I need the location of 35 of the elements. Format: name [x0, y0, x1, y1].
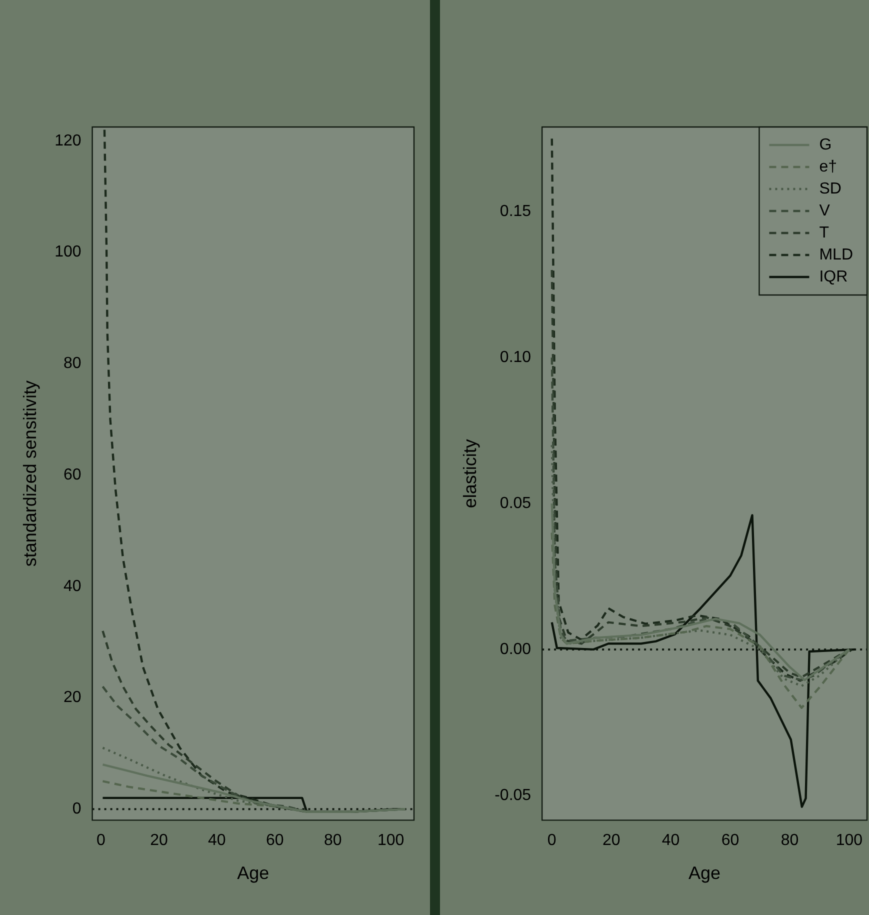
legend-label: T	[819, 224, 830, 242]
x-tick-label: 40	[208, 832, 226, 850]
x-tick-label: 40	[662, 832, 680, 850]
y-axis-title: standardized sensitivity	[20, 380, 40, 567]
x-tick-label: 100	[836, 832, 863, 850]
legend-label: IQR	[819, 268, 848, 286]
y-tick-label: 0.05	[500, 494, 532, 512]
y-tick-label: 0	[72, 800, 82, 818]
x-tick-label: 0	[547, 832, 556, 850]
y-tick-label: 40	[64, 578, 82, 595]
x-tick-label: 100	[377, 832, 404, 850]
legend-label: MLD	[819, 246, 853, 264]
legend-label: SD	[819, 180, 842, 198]
y-tick-label: -0.05	[494, 786, 532, 804]
x-tick-label: 80	[780, 832, 799, 850]
y-tick-label: 0.15	[500, 203, 532, 220]
y-tick-label: 80	[64, 355, 82, 372]
y-tick-label: 0.00	[500, 640, 532, 658]
y-axis-title: elasticity	[460, 439, 480, 508]
y-tick-label: 20	[64, 689, 82, 706]
x-tick-label: 20	[602, 832, 620, 850]
legend-label: V	[819, 202, 830, 220]
legend-label: e†	[819, 158, 838, 176]
y-tick-label: 100	[54, 244, 82, 261]
x-tick-label: 20	[150, 832, 168, 850]
x-axis-title: Age	[237, 863, 270, 884]
x-tick-label: 60	[266, 832, 284, 850]
x-tick-label: 60	[721, 832, 740, 850]
y-tick-label: 120	[54, 132, 82, 150]
x-axis-title: Age	[688, 863, 721, 884]
legend-label: G	[819, 136, 832, 154]
y-tick-label: 0.10	[500, 348, 532, 366]
x-tick-label: 0	[96, 832, 106, 850]
x-tick-label: 80	[324, 832, 342, 850]
y-tick-label: 60	[64, 466, 82, 484]
